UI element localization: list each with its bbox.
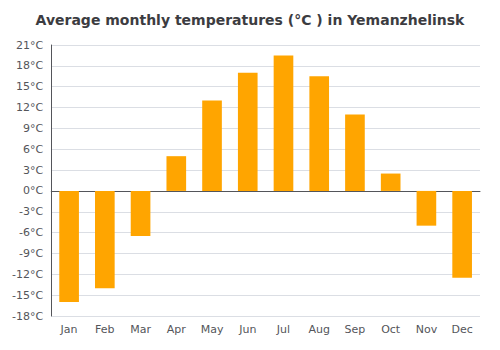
svg-text:Average monthly temperatures (: Average monthly temperatures (°C ) in Ye… — [36, 12, 466, 28]
svg-text:-12°C: -12°C — [12, 268, 43, 281]
svg-text:Feb: Feb — [95, 323, 114, 336]
svg-text:21°C: 21°C — [16, 39, 43, 52]
svg-text:-3°C: -3°C — [19, 205, 43, 218]
svg-text:May: May — [201, 323, 224, 336]
svg-text:Jan: Jan — [60, 323, 78, 336]
svg-text:6°C: 6°C — [23, 143, 43, 156]
svg-text:-15°C: -15°C — [12, 289, 43, 302]
svg-text:Nov: Nov — [416, 323, 438, 336]
svg-text:Dec: Dec — [451, 323, 472, 336]
svg-text:-6°C: -6°C — [19, 226, 43, 239]
svg-text:-9°C: -9°C — [19, 247, 43, 260]
svg-text:18°C: 18°C — [16, 59, 43, 72]
svg-text:Mar: Mar — [130, 323, 151, 336]
svg-text:9°C: 9°C — [23, 122, 43, 135]
svg-text:12°C: 12°C — [16, 101, 43, 114]
svg-text:-18°C: -18°C — [12, 310, 43, 323]
svg-text:Aug: Aug — [308, 323, 329, 336]
svg-text:Oct: Oct — [381, 323, 401, 336]
svg-text:Sep: Sep — [345, 323, 366, 336]
svg-text:3°C: 3°C — [23, 164, 43, 177]
svg-text:Jun: Jun — [238, 323, 256, 336]
svg-text:Jul: Jul — [276, 323, 290, 336]
svg-text:Apr: Apr — [167, 323, 187, 336]
svg-text:15°C: 15°C — [16, 80, 43, 93]
svg-text:0°C: 0°C — [23, 184, 43, 197]
